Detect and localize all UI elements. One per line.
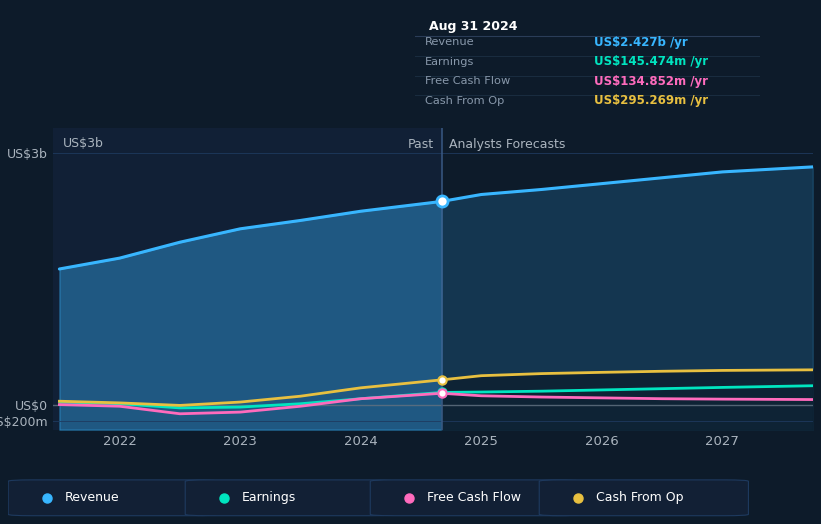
Text: Revenue: Revenue	[65, 492, 119, 504]
Text: Analysts Forecasts: Analysts Forecasts	[449, 138, 565, 151]
Text: Free Cash Flow: Free Cash Flow	[427, 492, 521, 504]
Bar	[53, 128, 442, 430]
Text: Past: Past	[408, 138, 434, 151]
Text: Aug 31 2024: Aug 31 2024	[429, 20, 517, 32]
Text: Earnings: Earnings	[241, 492, 296, 504]
FancyBboxPatch shape	[370, 480, 580, 516]
Text: Revenue: Revenue	[425, 37, 475, 47]
Text: US$3b: US$3b	[63, 137, 104, 150]
Text: US$2.427b /yr: US$2.427b /yr	[594, 36, 688, 49]
Text: US$134.852m /yr: US$134.852m /yr	[594, 75, 709, 88]
Text: Earnings: Earnings	[425, 57, 475, 67]
Text: Cash From Op: Cash From Op	[595, 492, 683, 504]
Text: US$295.269m /yr: US$295.269m /yr	[594, 94, 709, 107]
FancyBboxPatch shape	[186, 480, 394, 516]
Text: Free Cash Flow: Free Cash Flow	[425, 77, 511, 86]
FancyBboxPatch shape	[539, 480, 749, 516]
Text: US$145.474m /yr: US$145.474m /yr	[594, 56, 709, 68]
FancyBboxPatch shape	[8, 480, 218, 516]
Text: Cash From Op: Cash From Op	[425, 96, 505, 106]
